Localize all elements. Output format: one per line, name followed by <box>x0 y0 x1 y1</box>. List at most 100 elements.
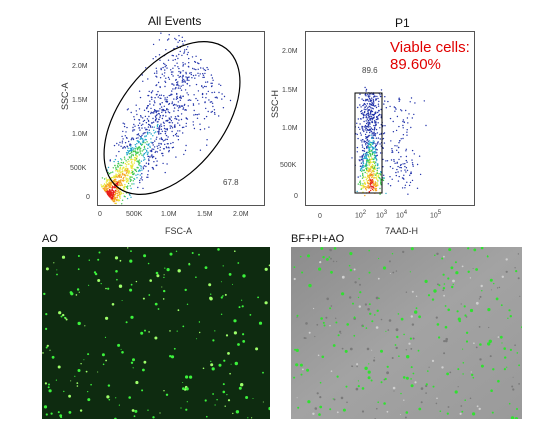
point-texture <box>132 138 135 141</box>
point-texture <box>370 109 372 111</box>
point-texture <box>442 289 444 292</box>
point-texture <box>361 141 363 143</box>
point-texture <box>172 75 174 77</box>
point-texture <box>375 173 378 176</box>
point-texture <box>108 181 110 183</box>
point-texture <box>144 148 146 150</box>
point-texture <box>376 407 378 410</box>
point-texture <box>359 180 361 182</box>
point-texture <box>375 155 378 157</box>
point-texture <box>143 165 146 167</box>
point-texture <box>387 183 389 185</box>
point-texture <box>150 111 152 114</box>
point-texture <box>404 416 407 419</box>
point-texture <box>497 379 500 383</box>
point-texture <box>198 113 200 115</box>
point-texture <box>119 197 121 199</box>
point-texture <box>308 283 312 288</box>
point-texture <box>121 170 123 172</box>
point-texture <box>45 346 48 349</box>
gate-rectangle <box>354 92 383 194</box>
point-texture <box>399 166 401 169</box>
point-texture <box>384 125 386 127</box>
point-texture <box>76 288 80 291</box>
point-texture <box>464 399 466 401</box>
point-texture <box>173 84 175 86</box>
point-texture <box>433 289 437 293</box>
point-texture <box>157 308 160 310</box>
ao-fluorescence-image <box>42 247 270 419</box>
point-texture <box>115 181 117 183</box>
point-texture <box>108 192 111 195</box>
point-texture <box>211 77 214 79</box>
point-texture <box>132 168 134 170</box>
point-texture <box>366 129 368 131</box>
point-texture <box>123 125 126 128</box>
point-texture <box>363 182 366 184</box>
point-texture <box>145 139 147 141</box>
point-texture <box>503 347 506 350</box>
point-texture <box>321 355 325 359</box>
point-texture <box>115 176 118 178</box>
point-texture <box>144 142 146 144</box>
point-texture <box>124 158 126 160</box>
point-texture <box>506 366 508 368</box>
point-texture <box>210 363 214 367</box>
point-texture <box>120 161 122 164</box>
point-texture <box>138 162 141 164</box>
point-texture <box>141 150 143 152</box>
point-texture <box>209 101 212 103</box>
point-texture <box>396 145 398 147</box>
point-texture <box>217 248 220 251</box>
point-texture <box>130 157 132 159</box>
point-texture <box>130 283 133 286</box>
point-texture <box>118 172 120 175</box>
point-texture <box>498 286 501 289</box>
point-texture <box>378 173 380 175</box>
point-texture <box>184 49 186 51</box>
point-texture <box>147 262 150 265</box>
point-texture <box>147 155 149 158</box>
point-texture <box>367 151 369 154</box>
plot-p1-xlabel: 7AAD-H <box>385 226 419 236</box>
point-texture <box>158 39 161 41</box>
point-texture <box>438 336 441 339</box>
point-texture <box>156 160 158 162</box>
point-texture <box>365 178 368 181</box>
point-texture <box>396 149 398 151</box>
point-texture <box>372 108 374 110</box>
point-texture <box>119 164 121 167</box>
point-texture <box>379 187 381 190</box>
point-texture <box>434 254 436 257</box>
point-texture <box>416 163 419 166</box>
point-texture <box>192 121 194 123</box>
point-texture <box>365 116 367 119</box>
point-texture <box>171 73 173 76</box>
point-texture <box>403 178 405 180</box>
point-texture <box>187 51 189 54</box>
point-texture <box>401 187 404 189</box>
point-texture <box>124 142 127 144</box>
point-texture <box>147 110 150 113</box>
point-texture <box>138 154 140 156</box>
point-texture <box>160 68 162 71</box>
point-texture <box>400 170 402 172</box>
point-texture <box>140 167 142 169</box>
point-texture <box>174 133 177 136</box>
point-texture <box>165 64 167 67</box>
point-texture <box>454 390 458 394</box>
point-texture <box>154 115 157 117</box>
point-texture <box>176 45 178 48</box>
point-texture <box>220 296 223 299</box>
point-texture <box>159 412 161 414</box>
point-texture <box>174 124 176 126</box>
point-texture <box>319 405 323 409</box>
point-texture <box>155 157 157 160</box>
point-texture <box>169 118 171 120</box>
point-texture <box>190 73 192 76</box>
point-texture <box>371 180 373 183</box>
point-texture <box>406 355 410 359</box>
point-texture <box>114 158 117 161</box>
point-texture <box>410 247 414 251</box>
point-texture <box>403 121 405 123</box>
